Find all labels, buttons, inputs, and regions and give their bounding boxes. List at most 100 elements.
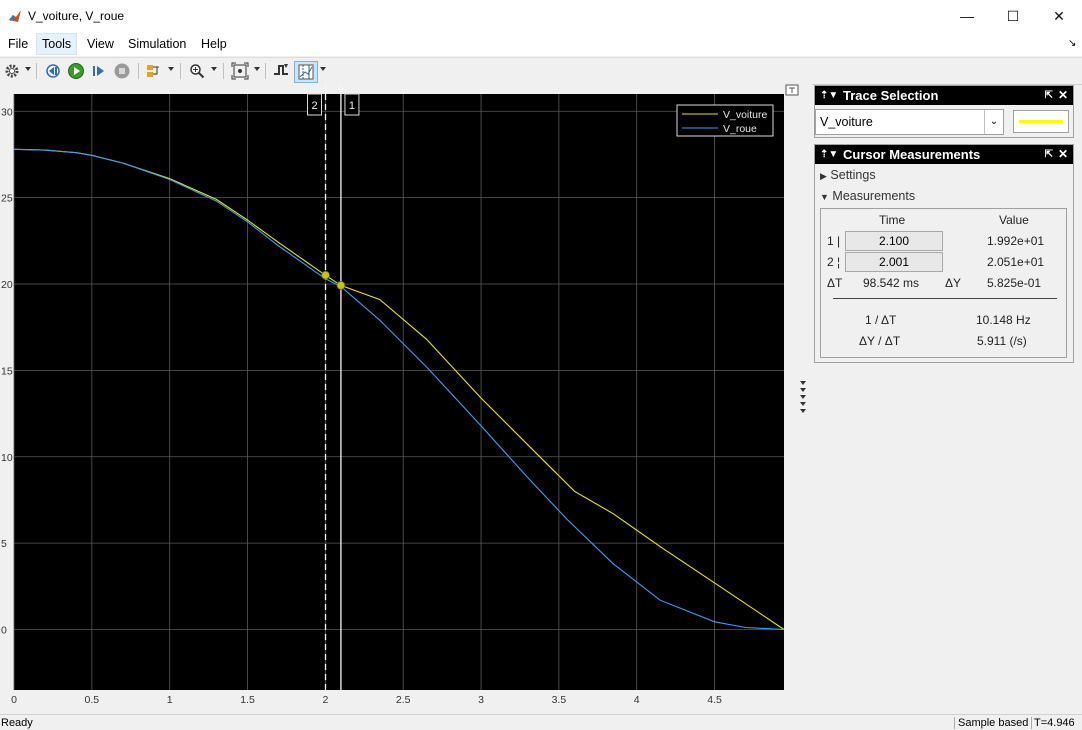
x-tick-label: 3.5	[552, 694, 567, 706]
window-title: V_voiture, V_roue	[28, 9, 125, 23]
measurements-table: Time Value 1 | 2.100 1.992e+01 2 ¦ 2.001…	[820, 208, 1067, 358]
cursor-1-marker	[336, 281, 346, 290]
close-button[interactable]: ✕	[1036, 0, 1082, 32]
y-tick-label: 10	[1, 452, 13, 464]
cursor1-value: 1.992e+01	[987, 234, 1045, 248]
step-back-icon[interactable]	[43, 61, 63, 81]
menu-file[interactable]: File	[8, 37, 29, 51]
cursor-2-label: 2	[311, 100, 317, 112]
toolbar-separator	[265, 63, 266, 79]
minimize-button[interactable]: —	[944, 0, 990, 32]
slope-value: 5.911 (/s)	[977, 334, 1027, 348]
y-tick-label: 20	[1, 279, 13, 291]
cursor-1-label: 1	[349, 100, 355, 112]
menu-tools[interactable]: Tools	[36, 33, 78, 55]
trace-color-line	[1019, 120, 1063, 123]
close-icon[interactable]: ✕	[1057, 147, 1068, 161]
plot-axes[interactable]	[14, 94, 784, 690]
collapse-pin-icon[interactable]: ⇡▼	[820, 90, 839, 101]
x-tick-label: 2	[322, 694, 328, 706]
panel-collapse-icon[interactable]	[800, 381, 806, 413]
cursor-measurements-icon[interactable]	[294, 61, 318, 83]
chevron-down-icon[interactable]	[168, 67, 174, 71]
cursor1-time-field[interactable]: 2.100	[845, 231, 943, 251]
step-forward-icon[interactable]	[89, 61, 109, 81]
gear-icon[interactable]	[2, 61, 22, 81]
toolbar-separator	[36, 63, 37, 79]
minimize-icon: —	[960, 8, 974, 24]
cursor2-value: 2.051e+01	[987, 255, 1045, 269]
cursor-measurements-panel: ⇡▼ Cursor Measurements ⇱ ✕ ▶ Settings ▼ …	[814, 144, 1074, 363]
inverse-delta-t-label: 1 / ΔT	[865, 313, 897, 327]
y-tick-label: 15	[1, 365, 13, 377]
triangle-down-icon: ▼	[820, 192, 829, 202]
legend-label-v-voiture: V_voiture	[723, 109, 768, 121]
measurements-toggle[interactable]: ▼ Measurements	[820, 189, 915, 203]
legend[interactable]: V_voiture V_roue	[676, 104, 774, 137]
cursors[interactable]: 12	[307, 84, 360, 690]
toolbar	[0, 57, 1082, 85]
cursor-1-tag	[344, 93, 360, 116]
menu-bar: File Tools View Simulation Help ↘	[0, 32, 1082, 56]
legend-label-v-roue: V_roue	[723, 123, 757, 135]
x-tick-label: 1.5	[240, 694, 255, 706]
trace-select-dropdown[interactable]: V_voiture ⌄	[815, 109, 1004, 135]
slope-label: ΔY / ΔT	[859, 334, 901, 348]
maximize-icon: ☐	[1006, 7, 1020, 24]
zoom-icon[interactable]	[187, 61, 207, 81]
settings-toggle[interactable]: ▶ Settings	[820, 168, 876, 182]
x-tick-label: 3	[478, 694, 484, 706]
collapse-pin-icon[interactable]: ⇡▼	[820, 149, 839, 160]
undock-icon[interactable]: ⇱	[1044, 90, 1053, 101]
maximize-button[interactable]: ☐	[990, 0, 1036, 32]
close-icon: ✕	[1053, 7, 1065, 24]
chevron-down-icon[interactable]	[254, 67, 260, 71]
triggers-icon[interactable]	[271, 61, 291, 81]
tick-labels: 0 0.5 1 1.5 2 2.5 3 3.5 4 4.5 0 5 10 15 20 25 30	[1, 106, 722, 706]
signal-highlight-icon[interactable]	[144, 61, 164, 81]
status-text: Ready	[1, 717, 33, 729]
chevron-down-icon[interactable]	[25, 67, 31, 71]
x-tick-label: 2.5	[396, 694, 411, 706]
undock-icon[interactable]: ⇱	[1044, 149, 1053, 160]
menu-simulation[interactable]: Simulation	[128, 37, 187, 51]
divider	[833, 298, 1057, 299]
cursor-measurements-title: Cursor Measurements	[843, 147, 981, 162]
trace-selection-title: Trace Selection	[843, 88, 939, 103]
measurements-label: Measurements	[832, 189, 916, 203]
run-icon[interactable]	[66, 61, 86, 81]
fit-to-view-icon[interactable]	[230, 61, 250, 81]
x-tick-label: 4.5	[707, 694, 722, 706]
trace-color-swatch[interactable]	[1013, 110, 1069, 133]
chevron-down-icon[interactable]	[211, 67, 217, 71]
cursor-2-marker	[321, 270, 330, 280]
delta-t-label: ΔT	[827, 276, 843, 290]
sample-mode-indicator: Sample based	[954, 717, 1033, 729]
toolbar-overflow-icon[interactable]: ↘	[1068, 38, 1077, 49]
cursor2-label: 2 ¦	[827, 255, 841, 269]
chevron-down-icon[interactable]	[320, 67, 326, 71]
toolbar-separator	[180, 63, 181, 79]
cursor2-time-field[interactable]: 2.001	[845, 252, 943, 272]
undock-plot-icon[interactable]	[785, 84, 799, 96]
chevron-down-icon[interactable]: ⌄	[984, 110, 1003, 134]
x-tick-label: 1	[167, 694, 173, 706]
value-column-header: Value	[999, 213, 1029, 227]
cursor1-label: 1 |	[827, 234, 841, 248]
simulation-time-indicator: T=4.946	[1034, 717, 1075, 729]
y-tick-label: 25	[1, 193, 13, 205]
inverse-delta-t-value: 10.148 Hz	[976, 313, 1031, 327]
close-icon[interactable]: ✕	[1057, 88, 1068, 102]
status-bar: Ready Sample based T=4.946	[0, 714, 1082, 729]
delta-y-value: 5.825e-01	[987, 276, 1042, 290]
menu-view[interactable]: View	[87, 37, 114, 51]
grid-lines	[13, 94, 784, 690]
cursor-measurements-header: ⇡▼ Cursor Measurements ⇱ ✕	[815, 145, 1073, 164]
title-bar: V_voiture, V_roue — ☐ ✕	[0, 0, 1082, 32]
y-tick-label: 0	[1, 625, 7, 637]
x-tick-label: 0	[11, 694, 17, 706]
stop-icon[interactable]	[112, 61, 132, 81]
menu-help[interactable]: Help	[201, 37, 227, 51]
x-tick-label: 4	[634, 694, 640, 706]
